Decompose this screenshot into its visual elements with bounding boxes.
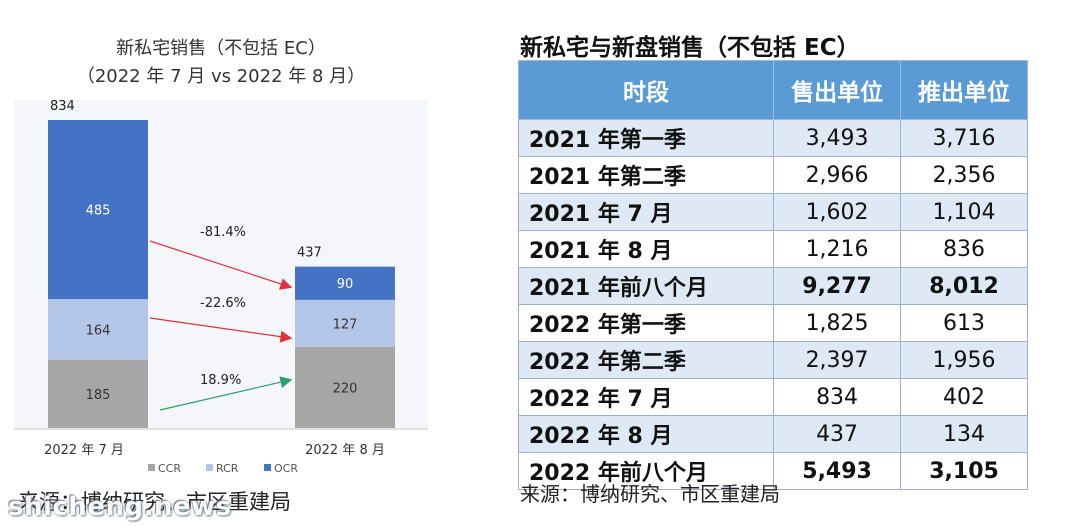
launched-cell: 2,356 xyxy=(900,156,1028,194)
segment-value-label: 220 xyxy=(333,381,358,396)
period-cell: 2022 年 7 月 xyxy=(517,378,775,416)
chart-svg: 新私宅销售（不包括 EC） （2022 年 7 月 vs 2022 年 8 月） 1… xyxy=(14,38,428,475)
legend-swatch xyxy=(264,464,271,471)
period-cell: 2021 年 8 月 xyxy=(517,230,775,268)
sold-cell: 437 xyxy=(773,415,902,453)
table-row: 2022 年第二季 2,397 1,956 xyxy=(517,341,1028,379)
stacked-bar-chart: 新私宅销售（不包括 EC） （2022 年 7 月 vs 2022 年 8 月） 1… xyxy=(0,0,500,527)
table-row: 2021 年前八个月 9,277 8,012 xyxy=(517,267,1028,305)
bar-segment xyxy=(295,299,395,347)
period-cell: 2022 年第一季 xyxy=(517,304,775,342)
change-arrow xyxy=(159,376,293,411)
bar-total-label: 437 xyxy=(297,246,322,261)
chart-subtitle: （2022 年 7 月 vs 2022 年 8 月） xyxy=(77,66,365,87)
launched-cell: 613 xyxy=(900,304,1028,342)
period-cell: 2022 年 8 月 xyxy=(517,415,775,453)
legend-label: CCR xyxy=(158,462,181,475)
table-row: 2022 年 8 月 437 134 xyxy=(517,415,1028,453)
table-row: 2021 年 7 月 1,602 1,104 xyxy=(517,193,1028,231)
change-arrow xyxy=(149,317,293,343)
launched-cell: 3,105 xyxy=(900,452,1028,490)
launched-cell: 836 xyxy=(900,230,1028,268)
legend-label: RCR xyxy=(216,462,239,475)
header-launched: 推出单位 xyxy=(900,60,1028,120)
bar-segment xyxy=(48,120,148,300)
table-row: 2021 年第一季 3,493 3,716 xyxy=(517,119,1028,157)
change-label: 18.9% xyxy=(200,373,241,388)
segment-value-label: 90 xyxy=(337,277,354,292)
sold-cell: 834 xyxy=(773,378,902,416)
bar-segment xyxy=(48,359,148,428)
legend-label: OCR xyxy=(274,462,298,475)
chart-title: 新私宅销售（不包括 EC） xyxy=(116,38,326,59)
launched-cell: 402 xyxy=(900,378,1028,416)
launched-cell: 1,104 xyxy=(900,193,1028,231)
bar-segment xyxy=(295,346,395,428)
header-sold: 售出单位 xyxy=(773,60,902,120)
period-cell: 2022 年前八个月 xyxy=(517,452,775,490)
period-cell: 2021 年 7 月 xyxy=(517,193,775,231)
period-cell: 2021 年第二季 xyxy=(517,156,775,194)
table-source: 来源：博纳研究、市区重建局 xyxy=(520,482,780,506)
sold-cell: 2,397 xyxy=(773,341,902,379)
bar-total-label: 834 xyxy=(50,99,75,114)
table-header-row: 时段 售出单位 推出单位 xyxy=(517,60,1028,120)
table-title: 新私宅与新盘销售（不包括 EC） xyxy=(520,35,860,61)
segment-value-label: 485 xyxy=(86,204,111,219)
change-arrow xyxy=(149,240,293,290)
period-cell: 2021 年前八个月 xyxy=(517,267,775,305)
bar-segment xyxy=(48,299,148,360)
launched-cell: 8,012 xyxy=(900,267,1028,305)
sales-table: 时段 售出单位 推出单位 2021 年第一季 3,493 3,716 2021 年第二… xyxy=(517,60,1028,490)
launched-cell: 1,956 xyxy=(900,341,1028,379)
period-cell: 2022 年第二季 xyxy=(517,341,775,379)
segment-value-label: 127 xyxy=(333,317,358,332)
chart-source: 来源：博纳研究、市区重建局 xyxy=(18,490,291,514)
sold-cell: 2,966 xyxy=(773,156,902,194)
table-row: 2021 年 8 月 1,216 836 xyxy=(517,230,1028,268)
change-label: -22.6% xyxy=(200,296,246,311)
segment-value-label: 185 xyxy=(86,388,111,403)
table-row: 2022 年第一季 1,825 613 xyxy=(517,304,1028,342)
sold-cell: 3,493 xyxy=(773,119,902,157)
sold-cell: 5,493 xyxy=(773,452,902,490)
change-label: -81.4% xyxy=(200,225,246,240)
x-tick-label: 2022 年 7 月 xyxy=(44,443,124,458)
launched-cell: 3,716 xyxy=(900,119,1028,157)
legend-swatch xyxy=(206,464,213,471)
table-row: 2022 年前八个月 5,493 3,105 xyxy=(517,452,1028,490)
bar-segment xyxy=(295,266,395,300)
table-row: 2022 年 7 月 834 402 xyxy=(517,378,1028,416)
sold-cell: 1,216 xyxy=(773,230,902,268)
launched-cell: 134 xyxy=(900,415,1028,453)
table-body: 2021 年第一季 3,493 3,716 2021 年第二季 2,966 2,356 20… xyxy=(517,119,1028,490)
header-period: 时段 xyxy=(517,60,775,120)
legend-swatch xyxy=(148,464,155,471)
segment-value-label: 164 xyxy=(86,323,111,338)
sold-cell: 1,602 xyxy=(773,193,902,231)
sold-cell: 9,277 xyxy=(773,267,902,305)
watermark: shicheng.news xyxy=(8,492,232,522)
x-tick-label: 2022 年 8 月 xyxy=(305,443,385,458)
sold-cell: 1,825 xyxy=(773,304,902,342)
period-cell: 2021 年第一季 xyxy=(517,119,775,157)
table-row: 2021 年第二季 2,966 2,356 xyxy=(517,156,1028,194)
